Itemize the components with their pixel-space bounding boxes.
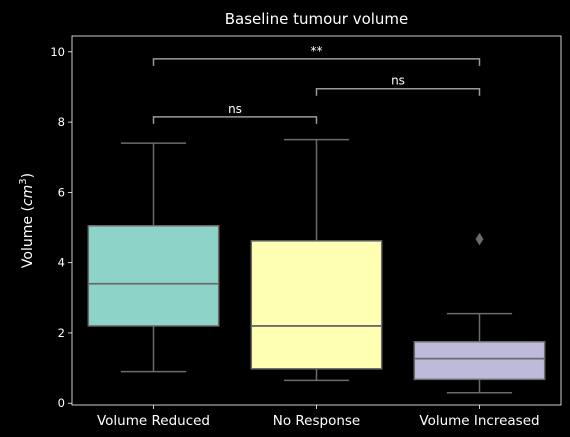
y-tick-label: 10 bbox=[50, 45, 65, 59]
box-iqr bbox=[250, 240, 383, 370]
significance-bracket bbox=[315, 87, 481, 96]
y-axis: 0 2 4 6 8 10 bbox=[50, 45, 72, 410]
y-tick-label: 0 bbox=[58, 396, 65, 410]
x-tick-label: Volume Increased bbox=[419, 413, 539, 429]
y-label-text: Volume ( bbox=[20, 206, 36, 268]
box-iqr bbox=[413, 340, 546, 381]
boxes-layer bbox=[87, 138, 546, 394]
x-tick-label: No Response bbox=[273, 413, 361, 429]
significance-label: ns bbox=[228, 102, 242, 116]
y-tick-label: 6 bbox=[58, 185, 65, 199]
box-group bbox=[250, 138, 383, 382]
significance-bracket bbox=[152, 116, 318, 124]
outlier-point bbox=[475, 232, 484, 246]
y-tick-label: 4 bbox=[58, 256, 65, 270]
y-tick-label: 2 bbox=[58, 326, 65, 340]
significance-bracket bbox=[152, 58, 481, 66]
significance-label: ** bbox=[311, 44, 323, 58]
significance-annotations: ** ns ns bbox=[152, 44, 481, 124]
x-tick-label: Volume Reduced bbox=[97, 413, 210, 429]
y-tick-label: 8 bbox=[58, 115, 65, 129]
y-label-close: ) bbox=[20, 173, 36, 178]
chart-title: Baseline tumour volume bbox=[225, 10, 409, 28]
y-axis-label: Volume (cm3) bbox=[18, 173, 36, 268]
y-label-exponent: 3 bbox=[18, 178, 29, 184]
x-axis: Volume Reduced No Response Volume Increase… bbox=[97, 405, 540, 429]
y-label-unit: cm bbox=[20, 185, 36, 206]
box-iqr bbox=[87, 225, 220, 327]
box-group bbox=[87, 142, 220, 373]
significance-label: ns bbox=[391, 74, 405, 88]
box-group bbox=[413, 232, 546, 394]
